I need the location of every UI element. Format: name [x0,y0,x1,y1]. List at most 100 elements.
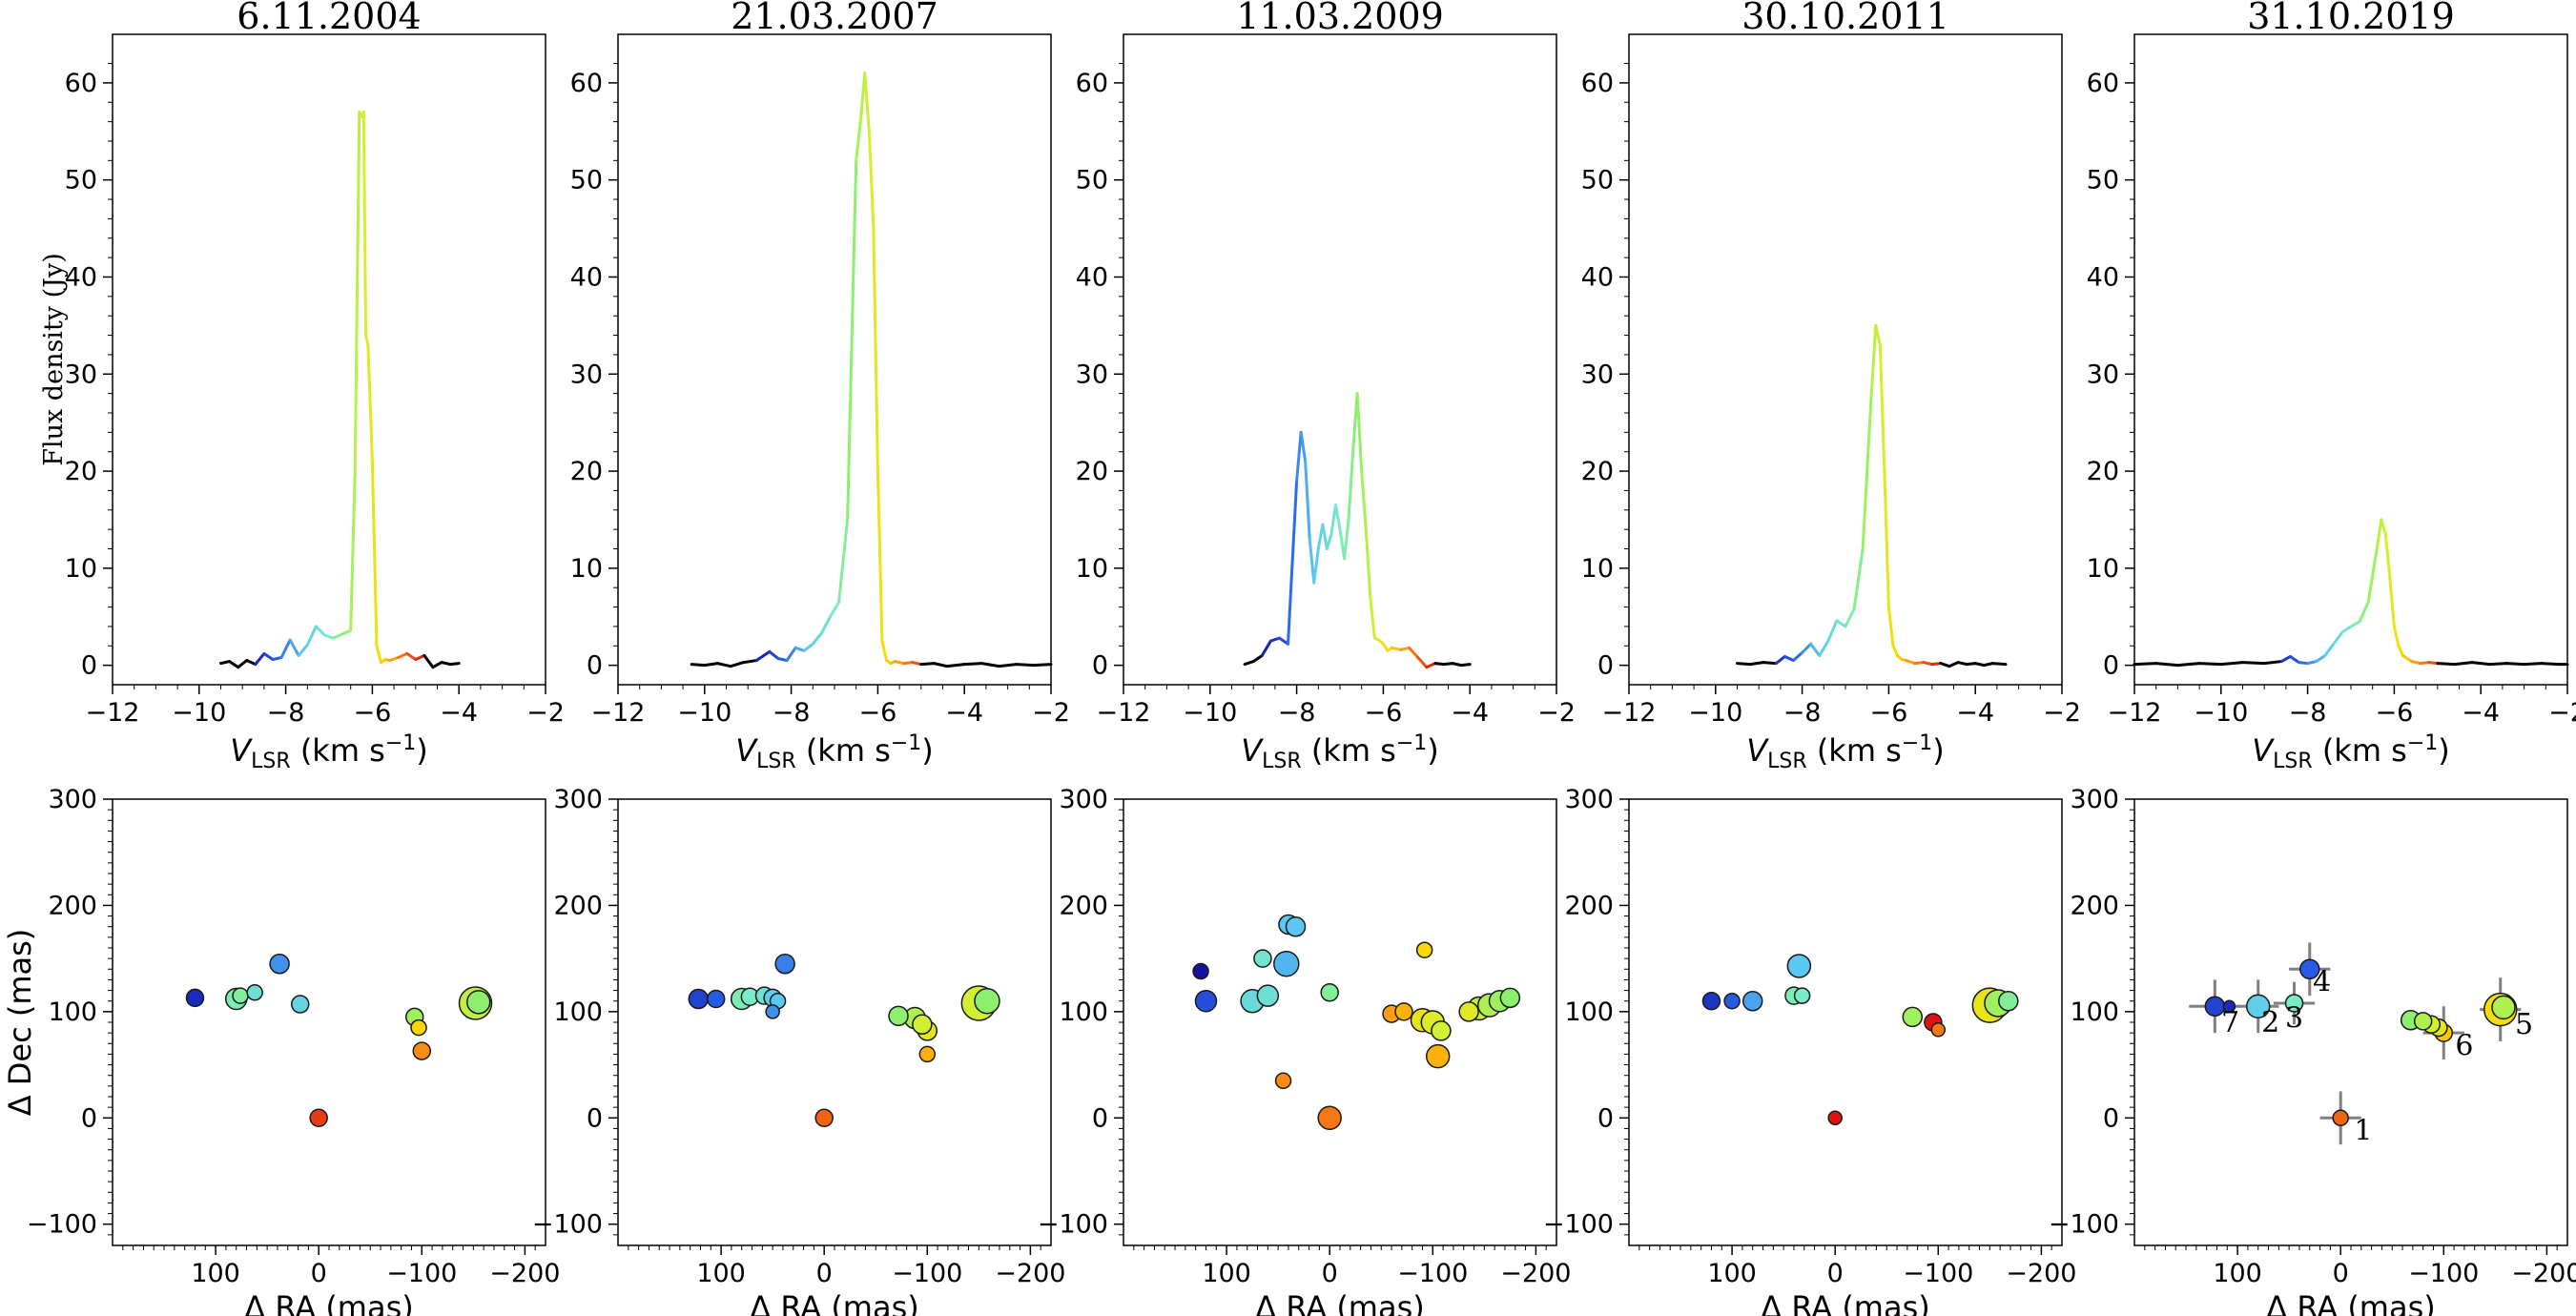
maser-spot [1415,941,1433,958]
maser-spot [412,1041,432,1060]
spectrum-panel: −12 −10 −8 −6 −4 −2 0 10 20 30 40 50 60 VLSR (km s−1) [1581,33,2081,773]
axes-frame [617,33,1052,686]
x-tick-label: −100 [1903,1259,1973,1288]
y-tick-label: 60 [1581,69,1614,98]
y-tick-label: 60 [1076,69,1108,98]
spectrum-segment [288,638,300,657]
y-tick-label: 100 [1564,997,1614,1027]
y-tick-label: 40 [65,262,97,292]
spectrum-segment [1801,642,1813,654]
spectrum-segment [1878,343,1886,473]
spectrum-segment [1783,654,1796,663]
spectrum-segment [2175,662,2201,668]
x-tick-label: −6 [2375,698,2413,728]
maser-spot [1285,915,1307,937]
x-tick-label: −10 [677,698,732,728]
maser-spot [1741,990,1763,1012]
x-tick-label: −12 [1602,698,1657,728]
spectrum-segment [388,655,401,663]
x-tick-label: −12 [591,698,646,728]
spectrum-segment [2323,642,2336,657]
spectrum-panel: −12 −10 −8 −6 −4 −2 0 10 20 30 40 50 60 VLSR (km s−1) [2087,33,2576,773]
panel-title: 21.03.2007 [731,0,938,37]
maser-spot [1499,987,1521,1009]
y-tick-label: 50 [1076,166,1108,195]
spectrum-segment [785,646,797,663]
x-tick-label: −2 [526,698,565,728]
spectrum-segment [855,120,862,162]
y-tick-label: 200 [1564,891,1614,920]
maser-spot [2284,994,2304,1013]
y-tick-label: 200 [1059,891,1108,920]
spectrum-segment [768,649,780,661]
spectrum-segment [837,518,850,604]
y-tick-label: 60 [570,69,603,98]
x-tick-label: −10 [2194,698,2248,728]
spectrum-segment [690,663,707,668]
axes-frame [1628,798,2063,1246]
spectrum-segment [863,72,871,134]
spectrum-segment [979,662,1001,668]
x-tick-label: 0 [816,1259,833,1288]
maser-spot [2491,995,2516,1020]
spectrum-segment [945,663,966,668]
spectrum-segment [245,659,258,667]
maser-spot [774,953,795,975]
spectrum-segment [1251,653,1264,664]
map-panel: 100 0 −100 −200 −100 0 100 200 300 Δ RA (mas) [1038,785,1572,1316]
x-tick-label: −6 [858,698,896,728]
spectrum-segment [237,659,249,669]
spot-label: 7 [2221,1006,2239,1039]
spectrum-segment [2419,661,2431,666]
x-tick-label: −100 [386,1259,457,1288]
x-tick-label: −8 [773,698,811,728]
axes-frame [2133,33,2568,686]
spectrum-segment [2279,654,2292,664]
x-tick-label: −100 [892,1259,962,1288]
y-tick-label: 100 [553,997,603,1027]
y-tick-label: 30 [65,360,97,389]
y-tick-label: 40 [570,262,603,292]
y-tick-label: 300 [1059,785,1108,814]
spectrum-segment [1015,663,1036,668]
spectrum-segment [894,660,906,666]
y-tick-label: 0 [1092,651,1108,681]
x-tick-label: −6 [353,698,391,728]
spectrum-segment [422,653,435,669]
y-tick-label: 10 [1581,554,1614,584]
spectrum-segment [932,662,949,668]
spectrum-segment [2298,661,2310,666]
spectrum-segment [297,643,309,657]
spectrum-segment [1364,527,1372,599]
maser-spot [1458,1001,1479,1022]
x-tick-label: −200 [489,1259,560,1288]
spectrum-segment [1883,469,1890,609]
axes-frame [1628,33,2063,686]
x-tick-label: −2 [2548,698,2576,728]
spectrum-segment [793,646,806,652]
y-tick-label: 30 [2087,360,2119,389]
y-tick-label: 100 [1059,997,1108,1027]
spectrum-segment [2453,661,2474,667]
y-tick-label: 30 [1581,360,1614,389]
spectrum-segment [1762,661,1778,666]
maser-spot [309,1108,328,1128]
spectrum-segment [1299,430,1308,463]
spectrum-segment [2388,576,2396,628]
x-tick-label: −200 [2006,1259,2076,1288]
spectrum-segment [279,638,292,659]
spectrum-segment [1973,662,1986,668]
spectrum-segment [1277,636,1290,646]
x-axis-label: Δ RA (mas) [750,1289,918,1316]
x-tick-label: −4 [2462,698,2500,728]
map-panel: 100 0 −100 −200 −100 0 100 200 300 Δ RA (mas) [532,785,1066,1316]
spectrum-segment [2340,625,2353,634]
spectrum-segment [2366,546,2379,604]
maser-spot [1256,984,1280,1007]
spectrum-segment [271,655,283,662]
spectrum-segment [811,631,823,646]
y-tick-label: 40 [1581,262,1614,292]
maser-spot [1253,949,1272,968]
spectrum-segment [414,653,426,662]
x-tick-label: −100 [2408,1259,2479,1288]
